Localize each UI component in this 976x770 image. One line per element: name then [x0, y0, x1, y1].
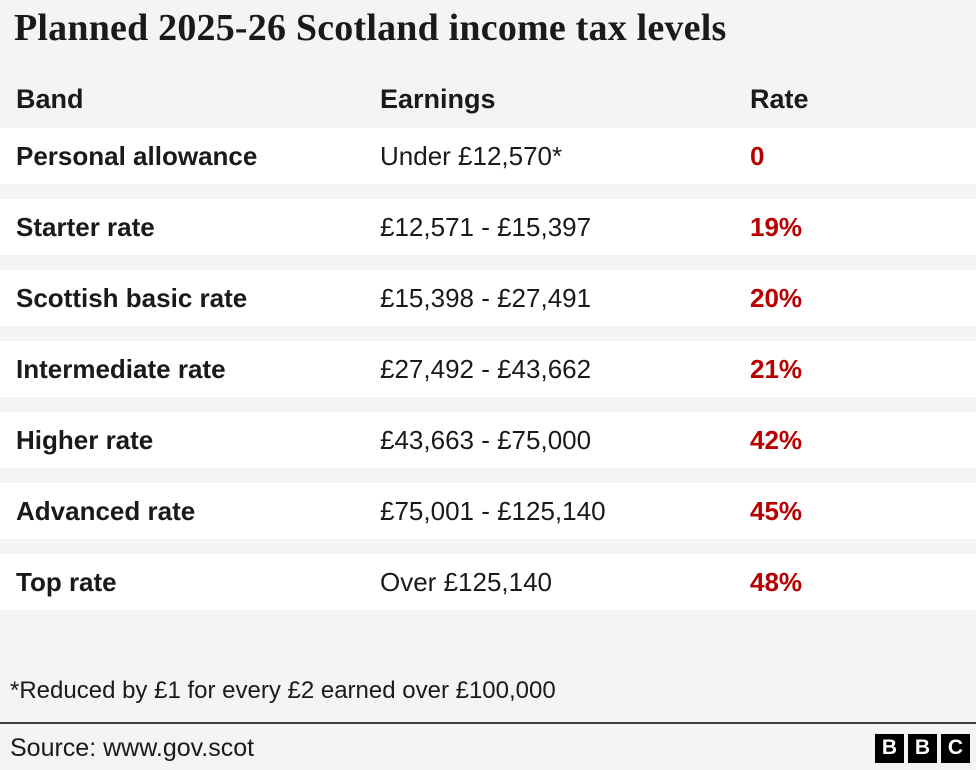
rate-cell: 20%: [750, 282, 803, 313]
earnings-cell: £43,663 - £75,000: [380, 424, 592, 455]
column-header-rate: Rate: [750, 83, 809, 114]
rate-cell: 45%: [750, 495, 803, 526]
band-cell: Intermediate rate: [16, 353, 226, 384]
rate-cell: 19%: [750, 211, 803, 242]
band-cell: Advanced rate: [16, 495, 196, 526]
band-cell: Top rate: [16, 566, 117, 597]
bbc-logo: B B C: [875, 733, 970, 763]
earnings-cell: Over £125,140: [380, 566, 553, 597]
rate-cell: 48%: [750, 566, 803, 597]
column-header-earnings: Earnings: [380, 83, 496, 114]
band-cell: Higher rate: [16, 424, 154, 455]
footnote: *Reduced by £1 for every £2 earned over …: [10, 677, 556, 704]
source-text: Source: www.gov.scot: [10, 733, 255, 762]
table-row: Advanced rate £75,001 - £125,140 45%: [0, 483, 976, 539]
source-bar: Source: www.gov.scot B B C: [10, 733, 970, 763]
earnings-cell: Under £12,570*: [380, 140, 563, 171]
table-row: Personal allowance Under £12,570* 0: [0, 128, 976, 184]
bbc-logo-block-c: C: [941, 733, 970, 763]
earnings-cell: £12,571 - £15,397: [380, 211, 592, 242]
rate-cell: 21%: [750, 353, 803, 384]
table-row: Starter rate £12,571 - £15,397 19%: [0, 199, 976, 255]
column-header-band: Band: [16, 83, 84, 114]
table-row: Higher rate £43,663 - £75,000 42%: [0, 412, 976, 468]
divider-line: [0, 722, 976, 724]
page-title: Planned 2025-26 Scotland income tax leve…: [14, 7, 727, 49]
table-row: Intermediate rate £27,492 - £43,662 21%: [0, 341, 976, 397]
band-cell: Starter rate: [16, 211, 155, 242]
table-row: Scottish basic rate £15,398 - £27,491 20…: [0, 270, 976, 326]
earnings-cell: £75,001 - £125,140: [380, 495, 606, 526]
earnings-cell: £15,398 - £27,491: [380, 282, 592, 313]
earnings-cell: £27,492 - £43,662: [380, 353, 592, 384]
bbc-logo-block-b1: B: [875, 733, 904, 763]
band-cell: Personal allowance: [16, 140, 258, 171]
rate-cell: 42%: [750, 424, 803, 455]
table-header-row: Band Earnings Rate: [0, 80, 976, 118]
rate-cell: 0: [750, 140, 765, 171]
table-row: Top rate Over £125,140 48%: [0, 554, 976, 610]
band-cell: Scottish basic rate: [16, 282, 248, 313]
bbc-logo-block-b2: B: [908, 733, 937, 763]
table-body: Personal allowance Under £12,570* 0 Star…: [0, 128, 976, 610]
